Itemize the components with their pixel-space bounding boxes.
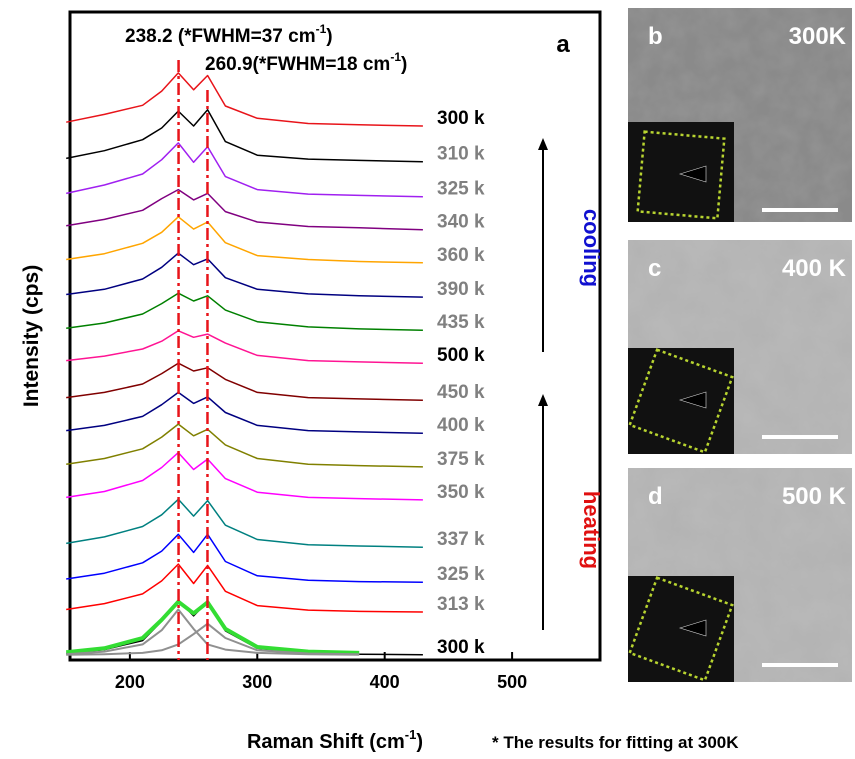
spectrum-line [66,391,423,434]
spectrum-line [66,109,423,163]
x-tick-label: 400 [370,672,400,692]
series-label: 340 k [437,212,485,233]
x-tick-label: 500 [497,672,527,692]
diffraction-beam [678,165,707,183]
spectrum-line [66,72,423,127]
series-label: 390 k [437,279,485,300]
annotation-part: -1 [316,22,327,36]
temperature-label: 300K [789,23,847,50]
x-label-end: ) [416,731,423,753]
cooling-arrowhead [538,138,548,150]
x-label-text: Raman Shift (cm [247,731,405,753]
diffraction-beam [678,391,707,409]
pattern-box [636,130,726,220]
annotation-part: 238.2 (*FWHM=37 cm [125,26,316,47]
annotation-part: 260.9(*FWHM=18 cm [205,54,390,75]
pattern-box [628,576,734,682]
series-label: 337 k [437,529,485,550]
spectrum-line [66,608,360,656]
series-label: 350 k [437,482,485,503]
spectrum-line [66,451,423,501]
temperature-label: 500 K [782,483,847,510]
x-axis-label: Raman Shift (cm-1) [247,727,423,753]
panel-label: c [648,255,661,282]
series-label: 300 k [437,108,485,129]
series-label: 310 k [437,144,485,165]
series-label: 435 k [437,312,485,333]
footnote: * The results for fitting at 300K [492,733,739,752]
spectrum-line [66,142,423,198]
diffraction-inset [628,348,734,454]
annotation-part: -1 [390,50,401,64]
annotation-part: ) [326,26,332,47]
x-label-sup: -1 [405,727,417,742]
spectrum-line [66,362,423,401]
spectrum-line [65,599,360,655]
micrograph-panels: b 300K c 400 K d 500 K [628,8,852,682]
diffraction-beam [678,619,707,637]
peak-annotation: 260.9(*FWHM=18 cm-1) [205,50,407,75]
diffraction-inset [628,576,734,682]
spectrum-line [66,498,423,548]
x-tick-label: 300 [242,672,272,692]
series-label: 400 k [437,415,485,436]
spectrum-line [66,423,423,468]
y-axis-label: Intensity (cps) [20,265,43,407]
series-label: 500 k [437,345,485,366]
spectrum-line [66,292,423,331]
series-label: 325 k [437,179,485,200]
cooling-label: cooling [579,209,604,287]
series-label: 360 k [437,245,485,266]
spectrum-line [66,533,423,583]
series-label: 313 k [437,594,485,615]
series-label: 325 k [437,564,485,585]
panel-label: a [556,31,570,58]
panel-label: b [648,23,663,50]
spectrum-line [66,330,423,364]
series-label: 375 k [437,449,485,470]
spectrum-line [66,252,423,298]
series-label: 300 k [437,637,485,658]
peak-annotation: 238.2 (*FWHM=37 cm-1) [125,22,333,47]
panel-label: d [648,483,663,510]
plot-frame [68,10,602,662]
heating-label: heating [579,491,604,569]
spectrum-line [66,188,423,231]
x-tick-label: 200 [115,672,145,692]
annotation-part: ) [401,54,407,75]
spectrum-line [66,599,423,656]
pattern-box [628,348,734,454]
spectrum-line [66,216,423,264]
heating-arrowhead [538,394,548,406]
temperature-label: 400 K [782,255,847,282]
series-label: 450 k [437,382,485,403]
spectrum-line [66,563,423,613]
spectrum-line [66,622,360,656]
